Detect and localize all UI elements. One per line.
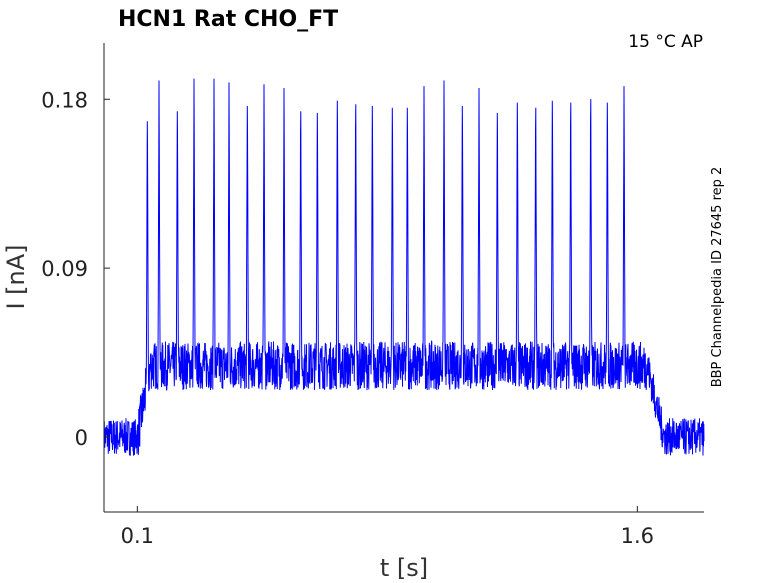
y-axis-label: I [nA] xyxy=(2,244,30,309)
source-note: BBP Channelpedia ID 27645 rep 2 xyxy=(710,167,725,388)
y-tick-label: 0.18 xyxy=(41,88,88,112)
x-tick-label: 0.1 xyxy=(121,524,154,548)
x-axis-ticks: 0.1 1.6 xyxy=(121,506,654,548)
x-tick-label: 1.6 xyxy=(621,524,654,548)
y-axis-ticks: 0 0.09 0.18 xyxy=(41,88,110,450)
y-tick-label: 0.09 xyxy=(41,257,88,281)
condition-label: 15 °C AP xyxy=(628,32,703,52)
x-axis-label: t [s] xyxy=(380,554,428,582)
chart-title: HCN1 Rat CHO_FT xyxy=(118,7,338,32)
current-trace xyxy=(103,78,705,456)
plot-area xyxy=(103,78,705,456)
y-tick-label: 0 xyxy=(75,426,88,450)
